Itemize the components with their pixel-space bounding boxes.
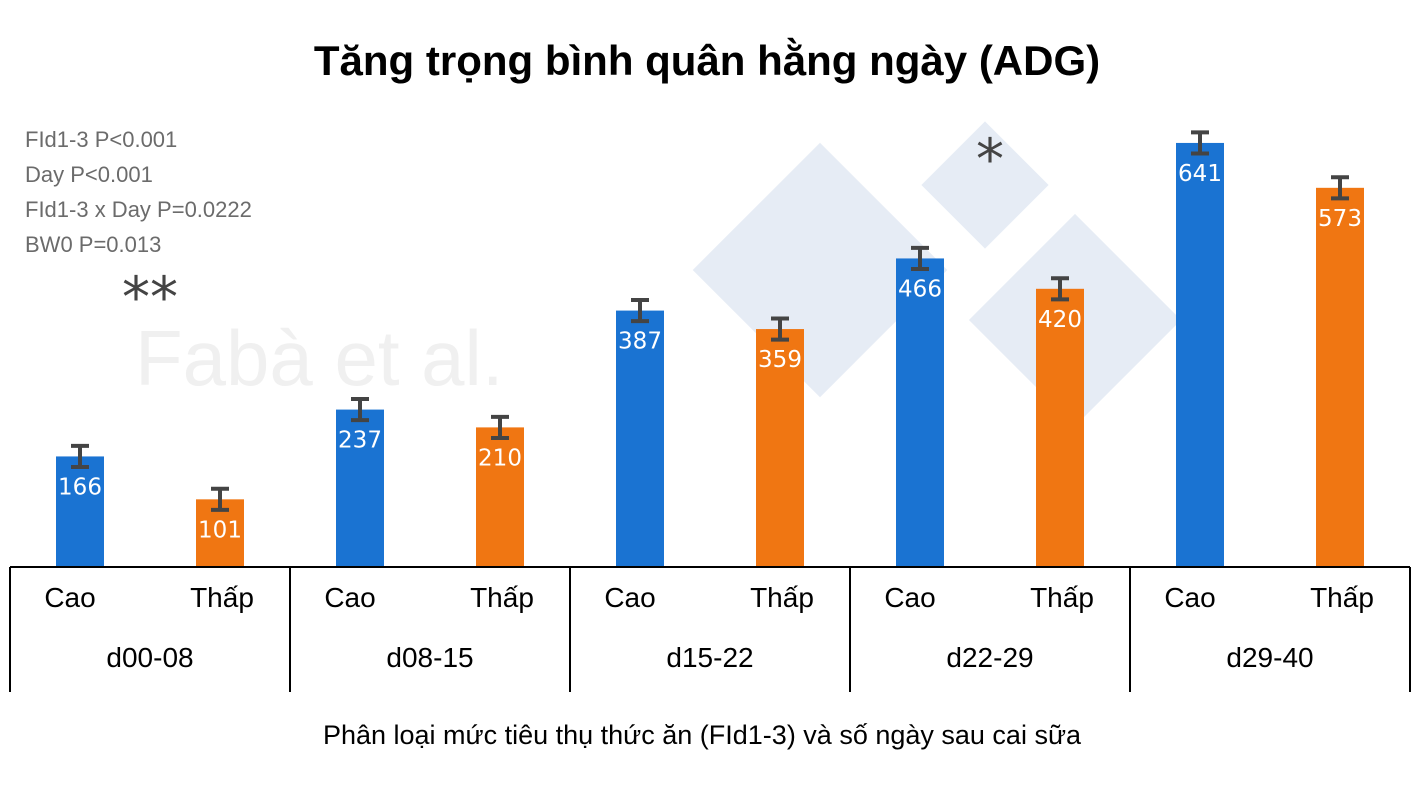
group-label: d15-22 bbox=[666, 642, 753, 673]
bar-Cao-d08-15 bbox=[336, 409, 384, 566]
data-label: 101 bbox=[198, 517, 242, 543]
bar-Thấp-d29-40 bbox=[1316, 187, 1364, 566]
tick-label: Thấp bbox=[470, 582, 534, 613]
data-label: 359 bbox=[758, 347, 802, 373]
group-label: d22-29 bbox=[946, 642, 1033, 673]
bar-Cao-d00-08 bbox=[56, 456, 104, 566]
tick-label: Thấp bbox=[190, 582, 254, 613]
data-label: 466 bbox=[898, 276, 942, 302]
bar-Cao-d15-22 bbox=[616, 310, 664, 566]
bar-Thấp-d15-22 bbox=[756, 329, 804, 566]
data-label: 210 bbox=[478, 445, 522, 471]
significance-marker: ** bbox=[1242, 0, 1298, 27]
stat-annotation: Day P<0.001 bbox=[25, 162, 153, 187]
group-label: d08-15 bbox=[386, 642, 473, 673]
data-label: 237 bbox=[338, 428, 382, 454]
tick-label: Cao bbox=[44, 582, 95, 613]
data-label: 641 bbox=[1178, 161, 1222, 187]
tick-label: Cao bbox=[324, 582, 375, 613]
data-label: 420 bbox=[1038, 307, 1082, 333]
bar-Cao-d22-29 bbox=[896, 258, 944, 566]
tick-label: Thấp bbox=[750, 582, 814, 613]
bar-Thấp-d22-29 bbox=[1036, 288, 1084, 566]
data-label: 573 bbox=[1318, 206, 1362, 232]
x-axis-title: Phân loại mức tiêu thụ thức ăn (FId1-3) … bbox=[323, 720, 1082, 750]
tick-label: Thấp bbox=[1310, 582, 1374, 613]
bar-Thấp-d08-15 bbox=[476, 427, 524, 566]
bar-Cao-d29-40 bbox=[1176, 142, 1224, 566]
watermark: Fabà et al. bbox=[135, 314, 504, 402]
tick-label: Cao bbox=[884, 582, 935, 613]
tick-label: Cao bbox=[604, 582, 655, 613]
significance-marker: * bbox=[976, 127, 1004, 192]
data-label: 387 bbox=[618, 329, 662, 355]
group-label: d29-40 bbox=[1226, 642, 1313, 673]
chart-title: Tăng trọng bình quân hằng ngày (ADG) bbox=[314, 36, 1100, 84]
stat-annotation: FId1-3 P<0.001 bbox=[25, 127, 177, 152]
stat-annotation: BW0 P=0.013 bbox=[25, 232, 161, 257]
tick-label: Cao bbox=[1164, 582, 1215, 613]
stat-annotation: FId1-3 x Day P=0.0222 bbox=[25, 197, 252, 222]
data-label: 166 bbox=[58, 474, 102, 500]
group-label: d00-08 bbox=[106, 642, 193, 673]
tick-label: Thấp bbox=[1030, 582, 1094, 613]
significance-marker: ** bbox=[122, 265, 178, 330]
